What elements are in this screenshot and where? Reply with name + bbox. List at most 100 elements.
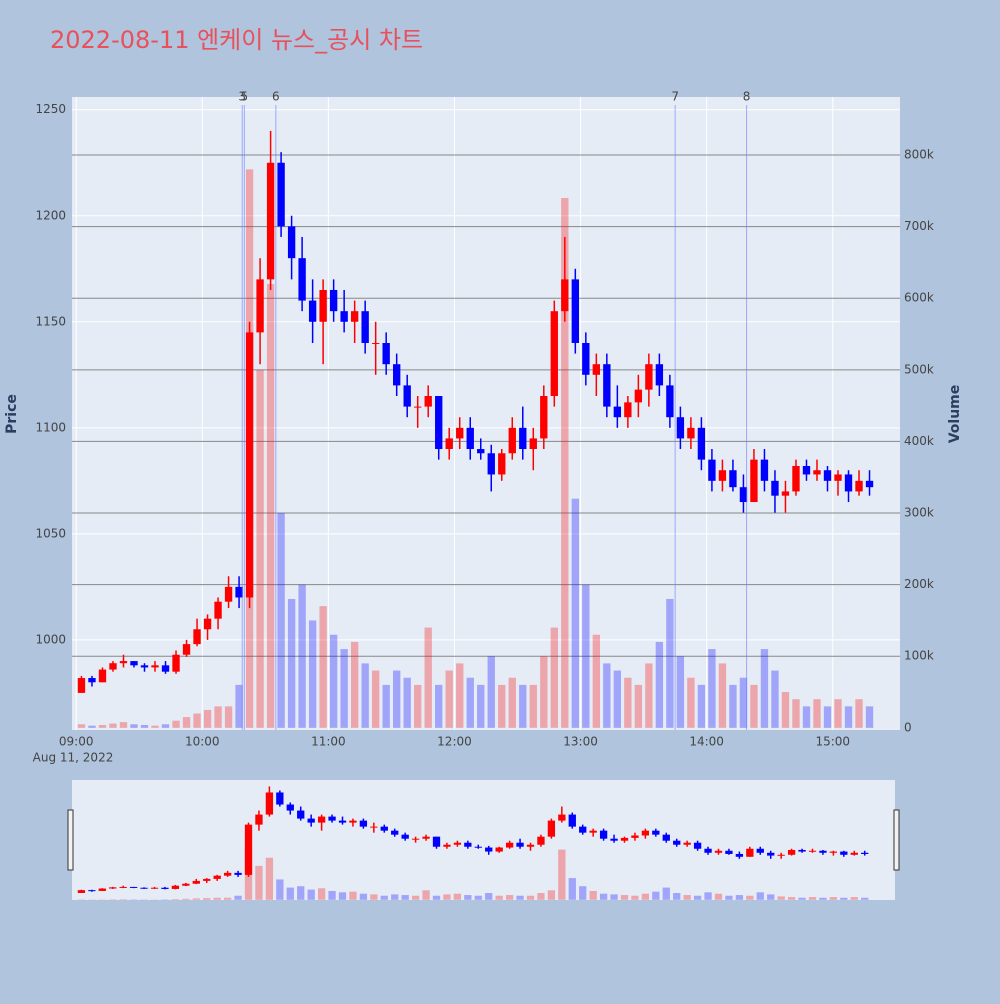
volume-bar bbox=[740, 678, 747, 728]
slider-candle-body bbox=[684, 843, 691, 845]
volume-bar bbox=[624, 678, 631, 728]
slider-volume-bar bbox=[579, 886, 586, 900]
candle-body bbox=[593, 364, 600, 375]
slider-candle-body bbox=[642, 831, 649, 836]
slider-volume-bar bbox=[642, 894, 649, 900]
slider-volume-bar bbox=[475, 896, 482, 900]
y-tick-label: 1000 bbox=[35, 632, 66, 646]
x-tick-label: 14:00 bbox=[689, 735, 724, 749]
slider-candle-body bbox=[694, 843, 701, 849]
slider-volume-bar bbox=[308, 890, 315, 900]
slider-candle-body bbox=[537, 837, 544, 845]
candle-body bbox=[666, 385, 673, 417]
slider-volume-bar bbox=[318, 888, 325, 900]
volume-bar bbox=[488, 656, 495, 728]
slider-candle-body bbox=[809, 851, 816, 852]
volume-bar bbox=[666, 599, 673, 728]
candle-body bbox=[866, 481, 873, 487]
slider-handle[interactable] bbox=[894, 810, 899, 870]
slider-volume-bar bbox=[391, 894, 398, 899]
slider-candle-body bbox=[767, 853, 774, 856]
slider-candle-body bbox=[621, 838, 628, 841]
slider-volume-bar bbox=[819, 898, 826, 900]
volume-bar bbox=[771, 671, 778, 728]
slider-volume-bar bbox=[684, 895, 691, 900]
volume-bar bbox=[309, 620, 316, 727]
slider-candle-body bbox=[506, 843, 513, 848]
slider-candle-body bbox=[663, 835, 670, 841]
candle-body bbox=[456, 428, 463, 439]
volume-bar bbox=[435, 685, 442, 728]
volume-bar bbox=[383, 685, 390, 728]
volume-bar bbox=[151, 726, 158, 728]
candle-body bbox=[698, 428, 705, 460]
slider-volume-bar bbox=[610, 894, 617, 899]
y2-tick-label: 400k bbox=[904, 434, 934, 448]
volume-bar bbox=[645, 663, 652, 727]
volume-bar bbox=[698, 685, 705, 728]
candle-body bbox=[183, 644, 190, 655]
slider-candle-body bbox=[402, 835, 409, 839]
candle-body bbox=[383, 343, 390, 364]
volume-bar bbox=[225, 706, 232, 727]
candle-body bbox=[351, 311, 358, 322]
volume-bar bbox=[708, 649, 715, 728]
volume-bar bbox=[288, 599, 295, 728]
y2-tick-label: 800k bbox=[904, 148, 934, 162]
volume-bar bbox=[141, 725, 148, 728]
slider-volume-bar bbox=[370, 894, 377, 899]
candle-body bbox=[530, 438, 537, 449]
slider-volume-bar bbox=[527, 896, 534, 900]
event-label: 6 bbox=[272, 90, 280, 104]
slider-volume-bar bbox=[422, 890, 429, 900]
candle-body bbox=[719, 470, 726, 481]
volume-bar bbox=[761, 649, 768, 728]
slider-volume-bar bbox=[798, 898, 805, 900]
slider-candle-body bbox=[569, 815, 576, 827]
slider-volume-bar bbox=[339, 892, 346, 899]
slider-volume-bar bbox=[349, 892, 356, 900]
slider-volume-bar bbox=[861, 898, 868, 900]
candle-body bbox=[425, 396, 432, 407]
candle-body bbox=[477, 449, 484, 453]
slider-volume-bar bbox=[182, 899, 189, 900]
volume-bar bbox=[572, 499, 579, 728]
slider-volume-bar bbox=[725, 896, 732, 900]
slider-candle-body bbox=[99, 889, 106, 891]
slider-handle[interactable] bbox=[68, 810, 73, 870]
slider-volume-bar bbox=[767, 894, 774, 899]
slider-candle-body bbox=[266, 792, 273, 814]
volume-bar bbox=[635, 685, 642, 728]
candle-body bbox=[225, 587, 232, 602]
candle-body bbox=[235, 587, 242, 598]
volume-bar bbox=[603, 663, 610, 727]
volume-bar bbox=[614, 671, 621, 728]
slider-volume-bar bbox=[840, 898, 847, 900]
slider-volume-bar bbox=[809, 897, 816, 900]
volume-bar bbox=[803, 706, 810, 727]
slider-volume-bar bbox=[266, 858, 273, 900]
slider-candle-body bbox=[234, 873, 241, 875]
y2-tick-label: 600k bbox=[904, 291, 934, 305]
slider-candle-body bbox=[412, 839, 419, 840]
y-axis-title: Price bbox=[4, 394, 20, 434]
volume-bar bbox=[214, 706, 221, 727]
slider-volume-bar bbox=[224, 898, 231, 900]
slider-volume-bar bbox=[537, 893, 544, 900]
slider-volume-bar bbox=[297, 886, 304, 900]
candle-body bbox=[624, 402, 631, 417]
slider-candle-body bbox=[788, 850, 795, 855]
slider-volume-bar bbox=[631, 896, 638, 900]
candle-body bbox=[393, 364, 400, 385]
volume-bar bbox=[845, 706, 852, 727]
candle-body bbox=[792, 466, 799, 491]
volume-bar bbox=[677, 656, 684, 728]
slider-candle-body bbox=[746, 849, 753, 857]
slider-candle-body bbox=[778, 855, 785, 856]
slider-candle-body bbox=[516, 843, 523, 847]
slider-volume-bar bbox=[663, 888, 670, 900]
volume-bar bbox=[372, 671, 379, 728]
x-date-label: Aug 11, 2022 bbox=[33, 751, 114, 765]
candle-body bbox=[761, 460, 768, 481]
candle-body bbox=[813, 470, 820, 474]
